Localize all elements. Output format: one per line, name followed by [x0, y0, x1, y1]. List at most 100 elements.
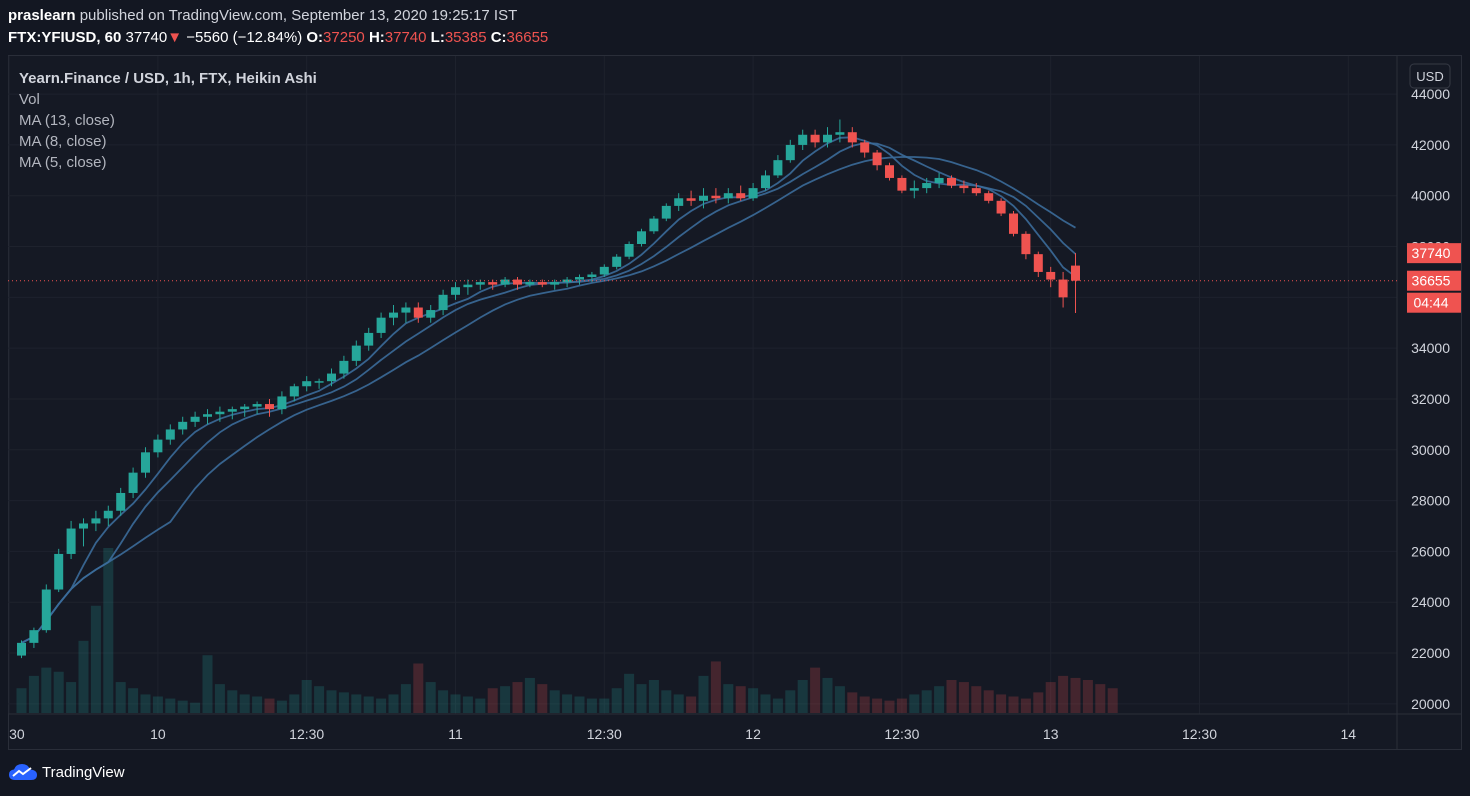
volume-bar [723, 684, 734, 713]
publish-info: praslearn published on TradingView.com, … [8, 7, 517, 24]
candle-body [1058, 279, 1068, 298]
candle-body [141, 452, 150, 473]
time-tick-label: 13 [1043, 726, 1059, 742]
open-value: 37250 [323, 29, 365, 46]
candle-body [438, 294, 448, 311]
candle-body [91, 518, 101, 524]
high-label: H: [368, 29, 385, 46]
volume-bar [400, 684, 411, 713]
price-tick-label: 20000 [1411, 696, 1450, 712]
candle-body [79, 523, 88, 529]
time-tick-label: 12:30 [587, 726, 622, 742]
volume-bar [1082, 680, 1093, 713]
volume-bar [648, 680, 659, 713]
volume-bar [289, 694, 300, 713]
volume-bar [450, 694, 461, 713]
candle-body [761, 175, 770, 189]
candle-body [562, 279, 572, 283]
price-tick-label: 26000 [1411, 543, 1450, 559]
candle-body [500, 279, 510, 285]
tradingview-footer[interactable]: TradingView [8, 762, 125, 782]
candle-body [463, 284, 473, 288]
candle-body [153, 439, 163, 453]
ma-line-13 [21, 156, 1076, 644]
volume-bar [239, 694, 250, 713]
volume-bar [599, 698, 610, 713]
candle-body [1009, 213, 1018, 234]
volume-bar [636, 684, 647, 713]
candle-body [302, 381, 312, 387]
volume-bar [872, 698, 883, 713]
volume-bar [586, 698, 597, 713]
cloud-logo-icon [9, 764, 37, 780]
volume-bar [202, 655, 213, 713]
candle-body [265, 404, 274, 410]
volume-bar [884, 700, 895, 713]
volume-bar [140, 694, 151, 713]
legend-ma-13[interactable]: MA (13, close) [19, 112, 115, 129]
close-value: 36655 [506, 29, 549, 46]
volume-bar [462, 696, 473, 713]
candle-body [686, 198, 696, 201]
legend-volume[interactable]: Vol [19, 91, 40, 108]
volume-bar [512, 682, 523, 713]
candle-body [426, 310, 436, 318]
volume-bar [1070, 677, 1081, 713]
ohlc-header: FTX:YFIUSD, 60 37740▼ −5560 (−12.84%) O:… [8, 29, 548, 46]
candle-body [103, 510, 113, 519]
close-label: C: [490, 29, 507, 46]
candle-body [488, 282, 498, 285]
price-tag-label: 37740 [1412, 245, 1451, 261]
candle-body [327, 373, 336, 382]
candle-body [872, 152, 882, 166]
volume-bar [1058, 675, 1069, 713]
volume-bar [190, 702, 201, 713]
high-value: 37740 [384, 29, 427, 46]
volume-bar [549, 690, 560, 713]
legend-ma-5[interactable]: MA (5, close) [19, 154, 107, 171]
volume-bar [611, 688, 622, 713]
price-tag-label: 36655 [1412, 273, 1451, 289]
candle-body [178, 421, 188, 430]
candle-body [661, 205, 671, 219]
volume-bar [252, 696, 263, 713]
price-tick-label: 42000 [1411, 137, 1450, 153]
volume-bar [128, 688, 139, 713]
candle-body [711, 195, 721, 199]
candle-body [29, 630, 39, 643]
candle-body [475, 282, 485, 285]
candle-body [785, 144, 795, 161]
candle-body [723, 193, 733, 199]
price-tick-label: 44000 [1411, 86, 1450, 102]
chart-pane[interactable] [8, 55, 1462, 750]
volume-bar [1107, 688, 1118, 713]
moving-averages [21, 136, 1077, 644]
candle-body [451, 287, 460, 295]
volume-bar [673, 694, 684, 713]
volume-bar [859, 696, 870, 713]
volume-bar [314, 686, 325, 713]
price-tick-label: 30000 [1411, 442, 1450, 458]
candle-body [525, 282, 535, 285]
volume-bars [16, 548, 1118, 713]
candle-body [351, 345, 361, 361]
volume-bar [487, 688, 498, 713]
price-change: −5560 (−12.84%) [186, 29, 303, 46]
currency-label: USD [1416, 69, 1443, 84]
volume-bar [661, 690, 672, 713]
volume-bar [90, 605, 101, 713]
volume-bar [958, 682, 969, 713]
candle-body [1033, 254, 1043, 272]
candle-body [203, 414, 212, 417]
volume-bar [921, 690, 932, 713]
candle-body [575, 277, 584, 280]
candle-body [674, 198, 684, 206]
candle-body [1021, 233, 1031, 255]
candle-body [54, 553, 64, 590]
candle-body [513, 279, 522, 285]
volume-bar [574, 696, 585, 713]
legend-ma-8[interactable]: MA (8, close) [19, 133, 107, 150]
volume-bar [946, 680, 957, 713]
chart-legend: Yearn.Finance / USD, 1h, FTX, Heikin Ash… [19, 68, 317, 173]
